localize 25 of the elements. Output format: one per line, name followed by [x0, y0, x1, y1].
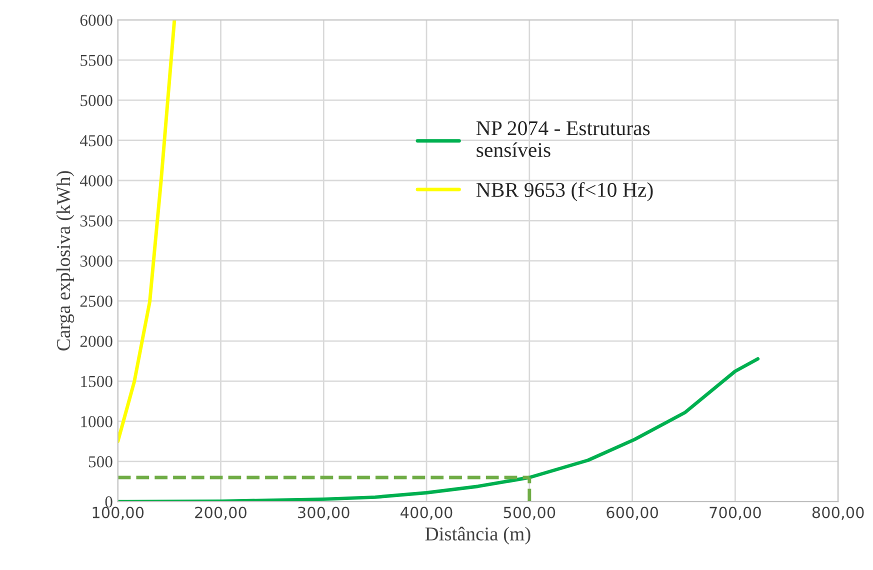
y-tick-label: 5500: [80, 54, 112, 66]
y-tick-label: 4000: [80, 175, 112, 186]
legend-label: NBR 9653 (f<10 Hz): [476, 182, 653, 202]
y-tick-label: 4500: [80, 135, 112, 146]
legend-label: NP 2074 - Estruturas sensíveis: [476, 121, 650, 158]
y-tick-label: 1500: [81, 376, 112, 388]
y-axis-title: Carga explosiva (kWh): [56, 171, 74, 351]
y-tick-label: 0: [105, 496, 112, 508]
x-tick-label: 700,00: [710, 506, 761, 520]
y-tick-label: 3500: [80, 215, 112, 227]
y-tick-label: 500: [88, 456, 112, 468]
y-tick-label: 2000: [80, 336, 112, 347]
x-tick-label: 400,00: [400, 506, 452, 520]
x-tick-label: 300,00: [298, 506, 350, 520]
y-tick-label: 6000: [80, 14, 112, 26]
x-axis-title: Distância (m): [425, 526, 530, 544]
x-tick-label: 600,00: [606, 506, 658, 520]
y-tick-label: 5000: [80, 94, 112, 106]
x-tick-label: 500,00: [504, 506, 556, 520]
x-tick-label: 800,00: [812, 506, 864, 520]
y-tick-label: 1000: [81, 416, 112, 428]
x-tick-label: 100,00: [92, 506, 144, 520]
y-tick-label: 2500: [80, 296, 112, 307]
y-tick-label: 3000: [80, 255, 112, 267]
x-tick-label: 200,00: [195, 506, 246, 520]
